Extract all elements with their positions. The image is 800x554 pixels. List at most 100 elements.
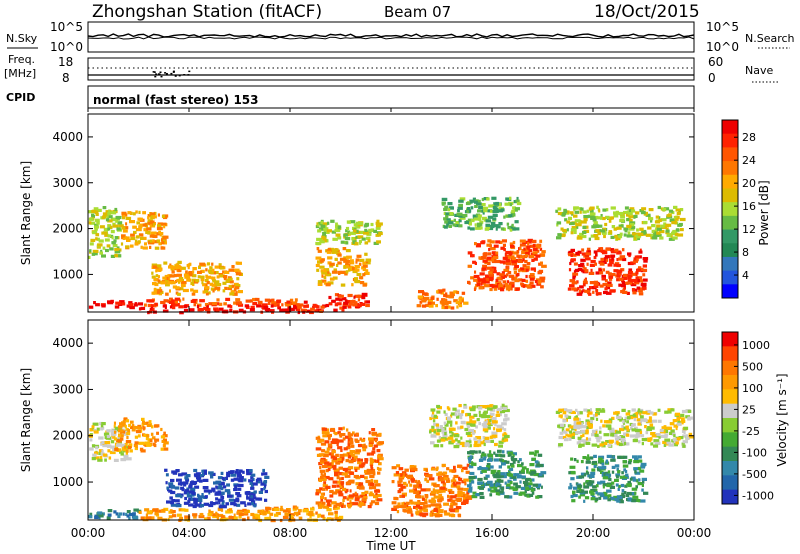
heatmap-cell [430,434,437,438]
heatmap-cell [595,408,601,412]
heatmap-cell [623,210,629,215]
heatmap-cell [481,281,486,285]
heatmap-cell [573,420,577,424]
heatmap-cell [584,269,589,273]
heatmap-cell [583,482,586,486]
heatmap-cell [104,233,109,237]
heatmap-cell [128,443,133,447]
heatmap-cell [102,206,107,210]
heatmap-cell [619,475,623,479]
heatmap-cell [197,303,202,307]
heatmap-cell [607,281,611,285]
heatmap-cell [284,512,290,517]
heatmap-cell [628,459,633,463]
heatmap-cell [588,237,591,241]
heatmap-cell [622,440,626,444]
heatmap-cell [206,305,209,309]
heatmap-cell [641,207,647,211]
heatmap-cell [654,231,658,235]
heatmap-cell [634,255,640,259]
heatmap-cell [578,289,582,293]
heatmap-cell [439,476,444,481]
heatmap-cell [577,436,582,440]
heatmap-cell [464,482,467,486]
heatmap-cell [97,458,103,462]
heatmap-cell [540,471,547,475]
heatmap-cell [558,435,563,440]
heatmap-cell [287,306,292,310]
heatmap-cell [511,277,515,281]
heatmap-cell [178,277,184,281]
heatmap-cell [640,465,645,469]
heatmap-cell [437,489,443,493]
heatmap-cell [576,459,579,463]
heatmap-cell [265,308,270,312]
heatmap-cell [632,455,638,459]
heatmap-cell [504,438,508,442]
heatmap-cell [673,424,679,428]
heatmap-cell [486,462,490,467]
heatmap-cell [473,274,480,279]
heatmap-cell [595,491,598,495]
heatmap-cell [338,427,343,431]
heatmap-cell [578,443,585,447]
nsky-panel [87,21,695,53]
heatmap-cell [599,284,604,288]
heatmap-cell [529,277,535,281]
heatmap-cell [447,498,453,502]
heatmap-cell [349,438,353,442]
heatmap-cell [568,437,572,441]
heatmap-cell [259,511,262,515]
heatmap-cell [498,465,502,469]
heatmap-cell [493,244,499,248]
heatmap-cell [179,287,184,291]
heatmap-cell [637,455,642,459]
heatmap-cell [514,279,520,283]
colorbar-tick-label: 16 [742,200,756,213]
heatmap-cell [625,473,629,477]
heatmap-cell [482,457,487,461]
heatmap-cell [441,197,448,201]
heatmap-cell [481,203,486,207]
heatmap-cell [481,415,486,419]
heatmap-cell [130,420,134,424]
heatmap-cell [639,499,646,503]
heatmap-cell [227,491,231,495]
heatmap-cell [256,304,262,308]
heatmap-cell [146,227,152,231]
heatmap-cell [562,408,568,412]
heatmap-cell [88,217,94,221]
heatmap-cell [494,423,497,427]
heatmap-cell [226,279,230,283]
heatmap-cell [342,426,345,430]
heatmap-cell [503,215,506,219]
heatmap-cell [215,309,220,313]
heatmap-cell [541,264,547,268]
heatmap-cell [112,243,118,248]
heatmap-cell [618,442,623,447]
heatmap-cell [607,263,613,267]
heatmap-cell [590,268,593,272]
heatmap-cell [129,305,133,309]
heatmap-cell [334,432,338,436]
heatmap-cell [619,232,623,236]
heatmap-cell [299,303,304,307]
heatmap-cell [513,491,519,495]
heatmap-cell [322,237,327,241]
heatmap-cell [624,229,628,233]
y-tick-label: 2000 [52,222,83,236]
heatmap-cell [199,299,205,303]
nsearch-label: N.Search [745,32,795,45]
heatmap-cell [573,214,578,218]
heatmap-cell [145,513,148,517]
heatmap-cell [621,408,626,412]
heatmap-cell [132,516,139,520]
heatmap-cell [588,480,595,484]
heatmap-cell [187,266,190,270]
heatmap-cell [397,490,402,494]
heatmap-cell [563,438,569,442]
heatmap-cell [118,429,124,433]
heatmap-cell [270,304,274,308]
heatmap-cell [620,290,626,294]
heatmap-cell [440,489,446,493]
